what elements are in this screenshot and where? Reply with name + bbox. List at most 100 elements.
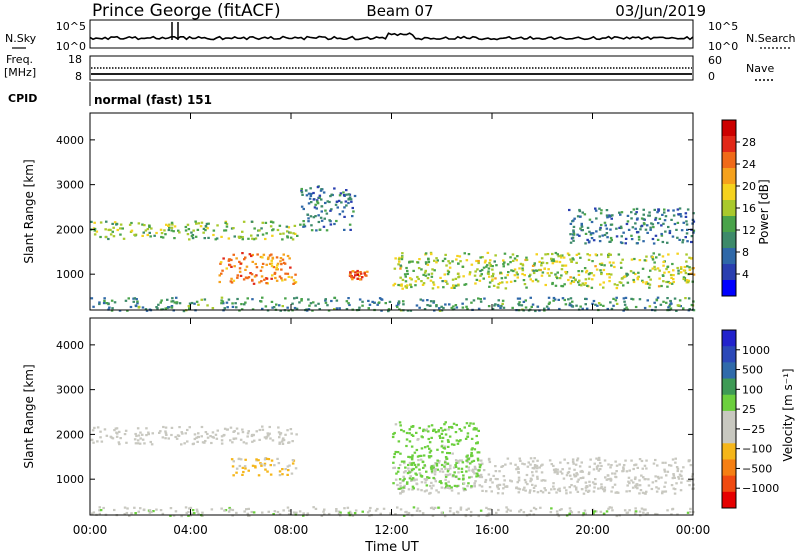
velocity-cell xyxy=(552,468,556,471)
power-cell xyxy=(491,268,494,271)
velocity-cell xyxy=(673,492,677,495)
power-cell xyxy=(348,196,352,199)
power-cell xyxy=(161,308,165,311)
power-cell xyxy=(619,225,623,228)
velocity-cell xyxy=(413,451,417,454)
velocity-cell xyxy=(394,513,397,516)
power-cell xyxy=(543,307,546,310)
velocity-cell xyxy=(485,490,488,493)
velocity-cell xyxy=(535,467,539,470)
velocity-cell xyxy=(434,462,437,465)
velocity-cell xyxy=(524,481,528,484)
velocity-cell xyxy=(440,440,444,443)
velocity-cell xyxy=(689,510,692,514)
velocity-cell xyxy=(544,479,547,482)
velocity-cell xyxy=(441,451,444,454)
velocity-cell xyxy=(634,510,638,513)
power-cell xyxy=(595,268,599,271)
velocity-cell xyxy=(399,482,402,485)
power-cell xyxy=(361,304,364,307)
power-cell xyxy=(490,279,494,282)
power-cell xyxy=(662,280,665,283)
velocity-cell xyxy=(237,457,241,461)
velocity-cell xyxy=(479,473,483,476)
power-cell xyxy=(167,228,171,232)
velocity-cell xyxy=(447,480,450,483)
velocity-cell xyxy=(480,485,484,488)
velocity-cell xyxy=(593,462,596,465)
power-cell xyxy=(446,282,449,285)
power-cell xyxy=(654,216,658,220)
velocity-cell xyxy=(462,487,465,490)
power-cell xyxy=(443,257,447,260)
velocity-cell xyxy=(417,463,420,466)
power-cell xyxy=(670,282,674,285)
velocity-cell xyxy=(674,457,677,460)
velocity-cell xyxy=(453,471,456,474)
power-cell xyxy=(599,303,602,306)
velocity-cell xyxy=(408,428,412,431)
velocity-cell xyxy=(475,475,478,478)
power-cell xyxy=(233,235,236,238)
power-cell xyxy=(671,262,674,266)
velocity-cell xyxy=(133,438,137,441)
power-cell xyxy=(455,306,459,309)
power-cell xyxy=(591,302,594,305)
velocity-cell xyxy=(402,430,406,433)
power-cell xyxy=(649,278,652,281)
power-cell xyxy=(573,217,576,220)
power-cell xyxy=(422,282,426,285)
power-cell xyxy=(610,239,613,242)
power-cell xyxy=(579,256,582,259)
velocity-cell xyxy=(435,489,438,492)
power-cell xyxy=(614,299,618,302)
power-cell xyxy=(625,272,629,276)
velocity-cell xyxy=(289,428,293,431)
velocity-cell xyxy=(459,506,463,509)
velocity-cell xyxy=(347,511,351,514)
power-cell xyxy=(475,278,479,281)
velocity-cell xyxy=(469,422,472,425)
power-cell xyxy=(292,282,295,285)
power-cell xyxy=(260,280,263,283)
power-cell xyxy=(538,268,541,272)
power-cell xyxy=(130,221,133,225)
power-cell xyxy=(520,304,524,307)
power-cell xyxy=(594,209,598,212)
power-cell xyxy=(241,236,244,239)
power-cell xyxy=(692,212,695,215)
power-cell xyxy=(455,258,458,261)
power-cell xyxy=(570,304,573,307)
velocity-cell xyxy=(115,435,119,438)
power-cell xyxy=(646,282,650,285)
velocity-cell xyxy=(502,475,506,478)
velocity-cell xyxy=(429,455,433,458)
velocity-cell xyxy=(457,461,460,464)
power-cell xyxy=(591,260,594,263)
velocity-cell xyxy=(496,486,499,489)
power-cell xyxy=(242,220,246,223)
power-cell xyxy=(606,273,609,276)
power-cell xyxy=(265,282,268,285)
power-cell xyxy=(491,278,494,281)
velocity-cell xyxy=(444,461,447,464)
velocity-cell xyxy=(501,492,504,495)
power-cell xyxy=(354,271,357,274)
velocity-cell xyxy=(505,506,508,509)
power-cell xyxy=(171,223,174,226)
power-cell xyxy=(328,219,331,222)
power-cell xyxy=(690,240,693,244)
power-cell xyxy=(580,224,583,227)
power-cell xyxy=(110,309,114,312)
velocity-cell xyxy=(229,439,232,442)
freq-right-tick-top: 60 xyxy=(708,54,722,67)
power-cell xyxy=(348,303,351,307)
velocity-cell xyxy=(430,481,433,484)
power-cell xyxy=(579,227,582,230)
velocity-cell xyxy=(589,458,592,461)
velocity-cell xyxy=(585,485,588,488)
power-cell xyxy=(136,302,139,305)
velocity-cell xyxy=(575,488,578,491)
power-cell xyxy=(306,213,309,216)
velocity-cell xyxy=(410,458,414,461)
